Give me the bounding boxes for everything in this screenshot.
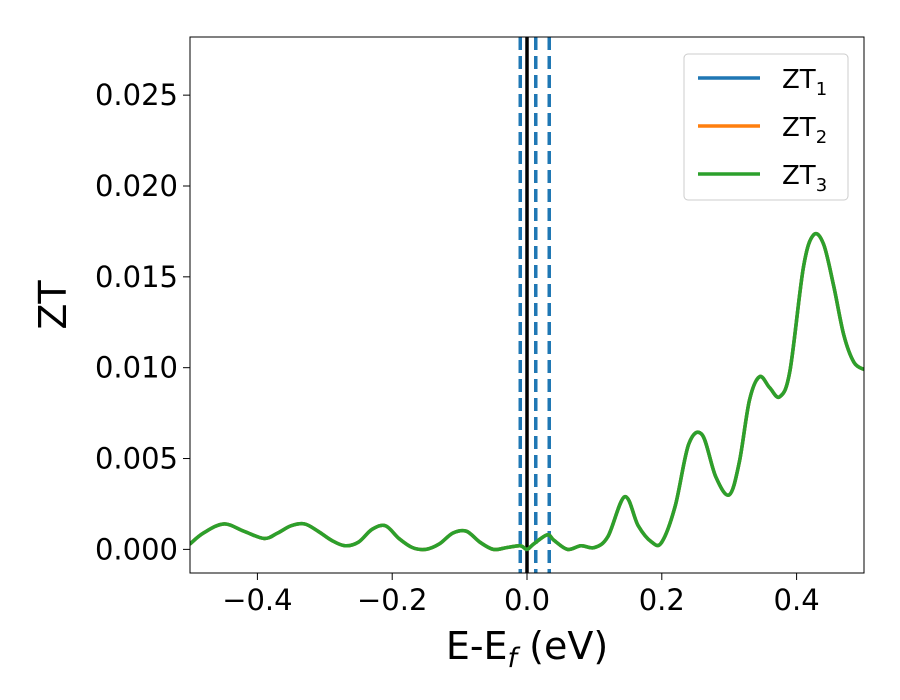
series-layer [190,231,864,552]
x-tick-label: −0.2 [357,583,427,617]
y-tick-label: 0.020 [95,169,178,203]
legend: ZT1 ZT2 ZT3 [683,53,849,201]
legend-box [683,53,849,201]
y-axis: 0.000 0.005 0.010 0.015 0.020 0.025 [95,78,190,566]
y-axis-title: ZT [31,280,75,330]
x-tick-label: 0.0 [504,583,550,617]
x-tick-label: −0.4 [222,583,292,617]
x-axis: −0.4 −0.2 0.0 0.2 0.4 [222,573,820,617]
x-tick-label: 0.4 [774,583,820,617]
legend-label-zt2: ZT2 [782,113,827,148]
y-tick-label: 0.025 [95,78,178,112]
y-tick-label: 0.000 [95,532,178,566]
y-tick-label: 0.010 [95,351,178,385]
legend-label-zt3: ZT3 [782,161,827,196]
reference-lines [518,37,551,573]
series-line-zt3 [190,231,864,552]
x-tick-label: 0.2 [639,583,685,617]
y-tick-label: 0.015 [95,260,178,294]
legend-label-zt1: ZT1 [782,65,827,100]
y-tick-label: 0.005 [95,442,178,476]
x-axis-title: E-Ef (eV) [446,624,608,674]
